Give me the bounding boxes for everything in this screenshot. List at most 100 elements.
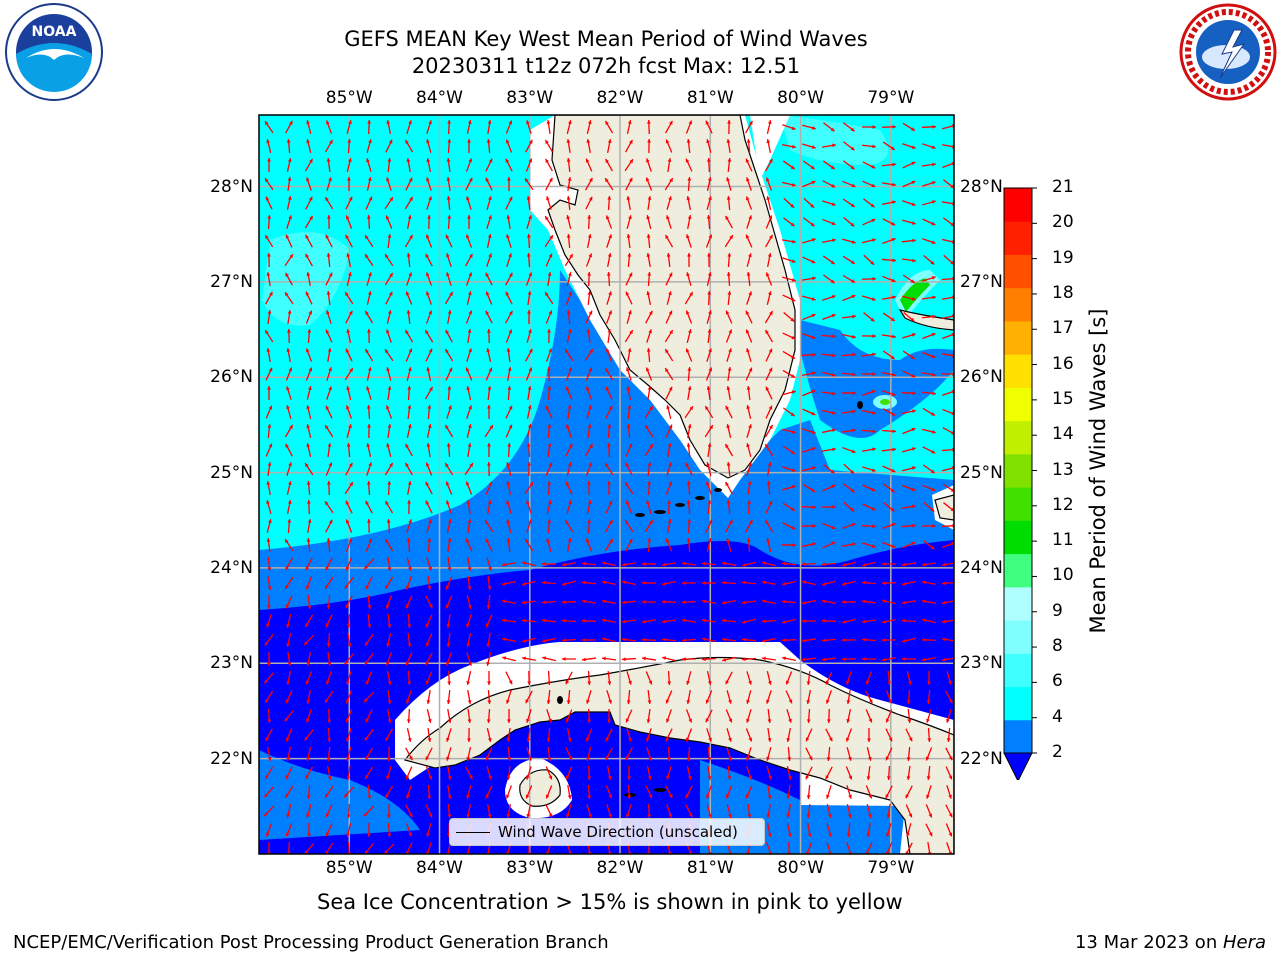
wave-direction-arrowhead [542,656,547,661]
wave-direction-arrowhead [526,196,531,200]
wave-direction-arrowhead [366,443,371,448]
wave-direction-arrowhead [308,310,313,315]
wave-direction-arrowhead [811,411,816,416]
wave-direction-arrowhead [765,519,769,524]
wave-direction-arrowhead [607,481,611,485]
wave-direction-arrowhead [872,410,876,415]
wave-direction-arrowhead [745,329,750,334]
wave-direction-arrowhead [702,657,706,662]
wave-direction-arrowhead [506,500,510,505]
wave-direction-arrowhead [948,699,953,704]
colorbar-extend-triangle [1003,752,1033,780]
wave-direction-arrowhead [890,317,895,321]
wave-direction-arrowhead [669,120,673,125]
wave-direction-arrowhead [788,718,792,723]
wave-direction-arrowhead [585,158,590,163]
wave-direction-arrowhead [830,260,835,265]
wave-direction-arrowhead [387,481,392,485]
wave-direction-arrowhead [328,519,333,524]
wave-direction-arrowhead [265,235,269,240]
wave-direction-arrowhead [326,253,331,257]
wave-direction-arrowhead [527,310,531,314]
wave-direction-arrowhead [687,367,692,371]
wave-direction-arrowhead [325,501,329,506]
wave-direction-arrowhead [822,581,827,586]
wave-direction-arrowhead [522,561,527,566]
wave-direction-arrowhead [365,718,370,723]
wave-direction-arrowhead [568,367,573,372]
wave-direction-arrowhead [911,202,916,206]
wave-direction-arrowhead [427,795,432,799]
wave-direction-arrowhead [528,272,533,277]
wave-direction-arrowhead [926,718,930,723]
wave-direction-arrowhead [468,775,473,780]
wave-direction-arrowhead [587,519,592,523]
wave-direction-arrowhead [285,775,290,780]
wave-direction-arrowhead [325,793,329,798]
wave-direction-arrowhead [722,600,726,605]
wave-direction-arrowhead [346,756,351,761]
wave-direction-arrowhead [622,600,626,605]
wave-direction-arrowhead [932,314,936,319]
wave-direction-arrowhead [267,719,272,723]
wave-direction-arrowhead [408,813,413,818]
coordinate-tick-label: 81°W [686,858,734,878]
wave-direction-arrowhead [790,203,795,208]
wave-direction-arrowhead [386,519,391,523]
wave-direction-arrowhead [285,566,289,571]
wave-direction-arrowhead [812,542,816,547]
wave-direction-arrowhead [725,405,730,410]
wave-direction-arrowhead [506,519,511,524]
wave-direction-arrowhead [385,604,390,609]
wave-direction-arrowhead [389,463,393,468]
wave-direction-arrowhead [862,657,866,661]
wave-direction-arrowhead [344,660,349,665]
wave-direction-arrowhead [287,310,292,314]
wave-direction-arrowhead [646,158,650,163]
wave-direction-arrowhead [467,120,472,125]
wave-direction-arrowhead [722,580,726,585]
wave-direction-arrowhead [327,776,332,780]
wave-direction-arrowhead [767,462,772,466]
wave-direction-arrowhead [466,680,471,685]
wave-direction-arrowhead [642,580,646,585]
wave-direction-arrowhead [885,794,890,799]
wave-direction-arrowhead [326,538,331,542]
wave-direction-arrowhead [264,793,269,798]
wave-direction-arrowhead [487,234,492,238]
wave-direction-arrowhead [872,125,876,129]
wave-direction-arrowhead [602,656,606,661]
wave-direction-arrowhead [842,600,846,605]
wave-direction-arrowhead [366,158,370,163]
wave-direction-arrowhead [887,681,892,685]
wave-direction-arrowhead [811,389,816,394]
wave-direction-arrowhead [385,538,389,543]
wave-direction-arrowhead [448,367,453,372]
wave-direction-arrowhead [466,386,471,391]
wave-direction-arrowhead [665,699,670,704]
wave-direction-arrowhead [588,310,593,315]
wave-direction-arrowhead [726,196,731,200]
wave-direction-arrowhead [746,538,751,542]
wave-direction-arrowhead [930,260,935,265]
wave-direction-arrowhead [702,618,706,623]
wave-direction-arrowhead [305,680,310,685]
wave-direction-arrowhead [668,272,673,277]
wave-direction-arrowhead [267,386,271,390]
wave-direction-arrowhead [288,462,292,467]
wave-direction-arrowhead [446,624,451,628]
colorbar-segment [1004,354,1032,388]
wave-direction-arrowhead [746,272,751,276]
wave-direction-arrowhead [525,178,529,183]
wave-direction-arrowhead [285,443,290,448]
wave-direction-arrowhead [665,538,670,543]
wave-direction-arrowhead [782,619,787,624]
wave-direction-arrowhead [449,291,453,296]
wave-direction-arrowhead [485,538,490,543]
wave-direction-arrowhead [822,562,826,567]
wave-direction-arrowhead [852,391,856,395]
wave-direction-arrowhead [287,177,292,181]
wave-direction-arrowhead [327,738,332,742]
wave-direction-arrowhead [742,600,746,605]
wave-direction-arrowhead [562,638,566,643]
